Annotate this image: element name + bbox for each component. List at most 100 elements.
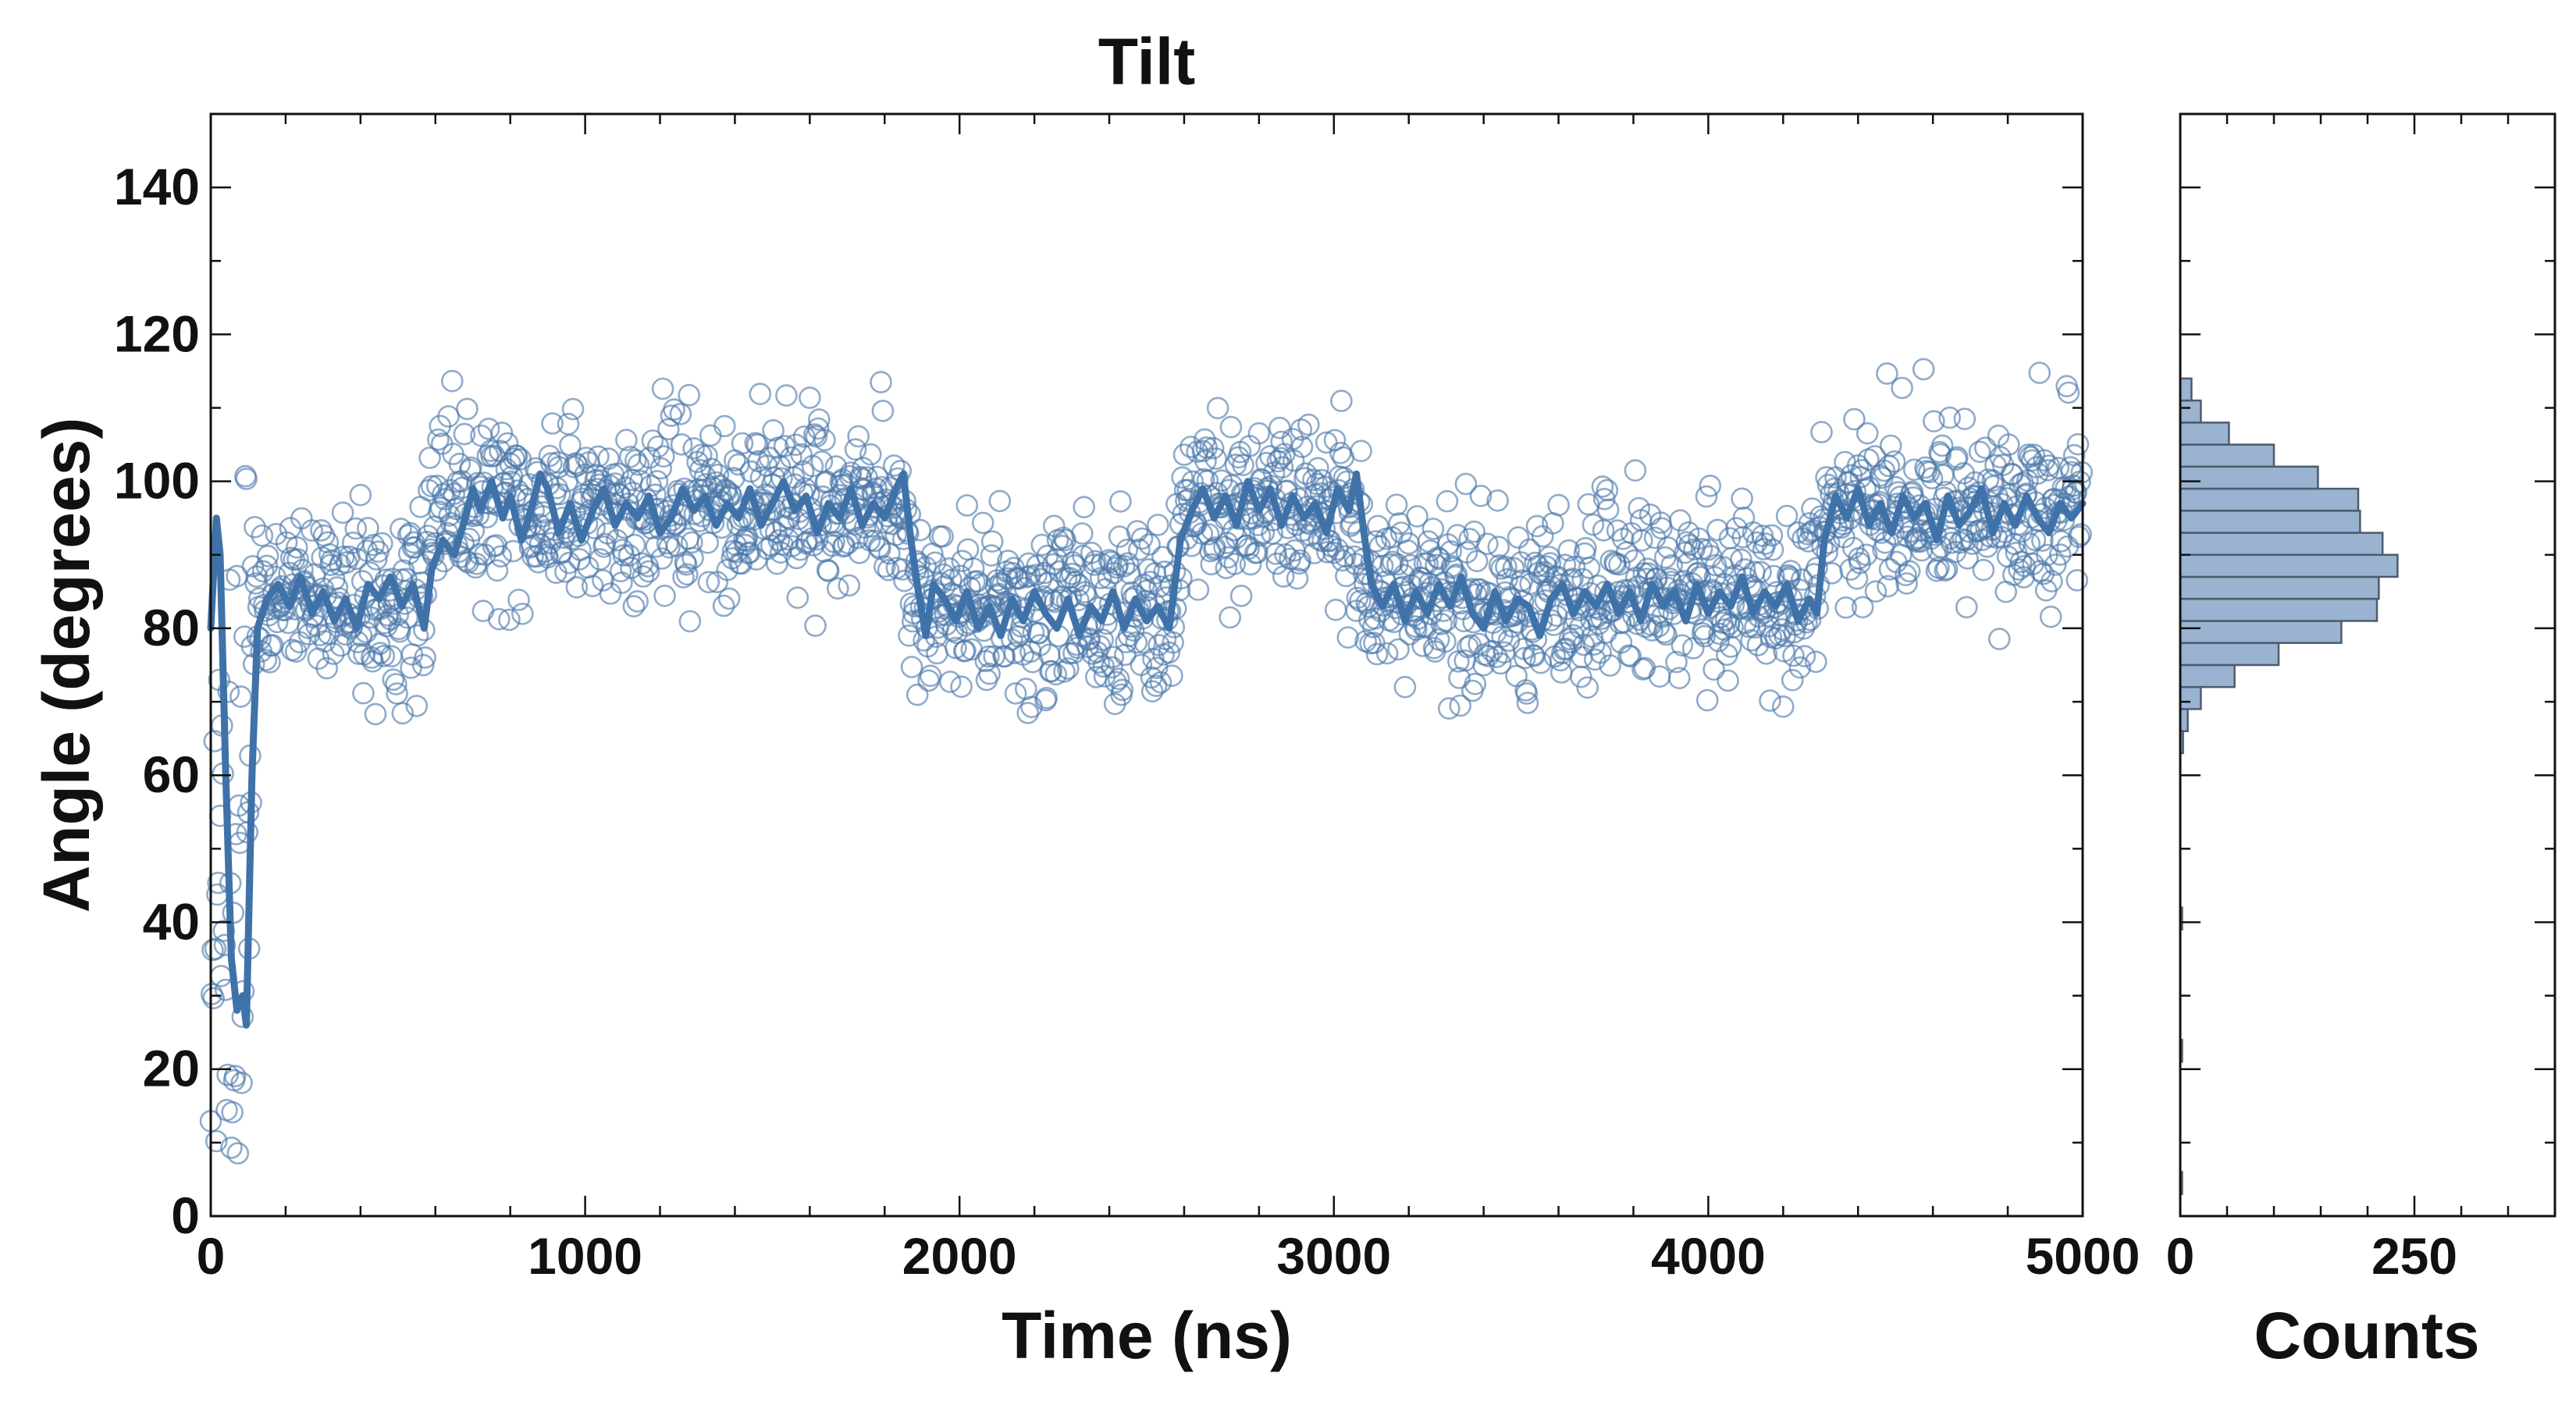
scatter-point: [1265, 542, 1287, 565]
scatter-point: [310, 519, 333, 542]
scatter-point: [1507, 526, 1530, 549]
scatter-point: [2002, 564, 2025, 586]
scatter-point: [1435, 609, 1457, 632]
scatter-point: [362, 533, 385, 557]
scatter-point: [1806, 557, 1828, 580]
scatter-point: [1788, 656, 1812, 679]
scatter-point: [1194, 428, 1216, 451]
scatter-point: [1628, 496, 1650, 520]
scatter-point: [344, 517, 368, 540]
scatter-point: [1217, 546, 1240, 569]
scatter-point: [1393, 675, 1417, 699]
scatter-point: [1162, 631, 1184, 654]
scatter-point: [1670, 634, 1694, 657]
scatter-point: [1660, 553, 1683, 577]
running-average-line: [207, 470, 2087, 1029]
histogram-bar: [2179, 685, 2202, 710]
scatter-point: [744, 432, 767, 455]
scatter-point: [799, 386, 821, 409]
scatter-point: [1775, 504, 1799, 528]
scatter-point: [418, 446, 441, 469]
scatter-point: [1841, 536, 1865, 560]
scatter-point: [1487, 535, 1510, 559]
scatter-point: [1968, 440, 1991, 464]
scatter-point: [205, 1129, 228, 1153]
scatter-point: [437, 405, 460, 428]
scatter-point: [1128, 538, 1151, 561]
scatter-point: [1486, 489, 1509, 512]
scatter-point: [919, 664, 942, 688]
scatter-point: [938, 557, 961, 580]
scatter-point: [241, 555, 265, 578]
scatter-point: [1843, 407, 1866, 431]
scatter-point: [1290, 418, 1313, 441]
scatter-point: [1101, 646, 1125, 669]
scatter-point: [649, 457, 673, 480]
scatter-point: [1109, 490, 1132, 513]
scatter-point: [316, 531, 340, 554]
histogram-bar: [2179, 642, 2280, 667]
scatter-point: [1111, 678, 1134, 702]
y-tick-label: 20: [143, 1040, 200, 1097]
main-axis-tick-labels: 0 20 40 60 80 100 120 140 0 1000 2000 3000 4000 5000: [114, 158, 2140, 1285]
scatter-point: [767, 528, 791, 552]
scatter-point: [1720, 546, 1743, 570]
scatter-point: [349, 483, 372, 507]
scatter-point: [717, 587, 741, 610]
scatter-point: [204, 937, 227, 960]
histogram-bars-layer: [2179, 377, 2399, 1195]
scatter-point: [859, 443, 882, 466]
scatter-point: [229, 685, 252, 708]
scatter-point: [589, 548, 612, 571]
scatter-point: [653, 584, 676, 607]
scatter-point: [1608, 553, 1631, 576]
scatter-point: [235, 468, 258, 490]
scatter-point: [1191, 439, 1215, 463]
scatter-point: [955, 494, 979, 517]
scatter-point: [1168, 578, 1191, 602]
scatter-point: [900, 656, 923, 678]
scatter-point: [1446, 524, 1469, 546]
scatter-point: [1044, 663, 1067, 686]
scatter-point: [1430, 613, 1453, 635]
scatter-point: [670, 433, 693, 456]
scatter-point: [438, 504, 461, 527]
scatter-point: [803, 423, 826, 446]
y-tick-label: 0: [171, 1186, 200, 1244]
scatter-point: [2033, 449, 2056, 472]
scatter-point: [1464, 672, 1487, 695]
scatter-point: [870, 371, 892, 393]
scatter-point: [1151, 546, 1174, 569]
scatter-point: [669, 403, 692, 425]
scatter-point: [411, 653, 435, 677]
y-tick-label: 120: [114, 304, 200, 362]
scatter-point: [350, 624, 373, 647]
scatter-point: [603, 472, 627, 495]
scatter-point: [622, 595, 646, 618]
histogram-axis-ticks: [2179, 112, 2556, 1218]
scatter-point: [1438, 697, 1461, 720]
scatter-point: [977, 645, 1000, 668]
scatter-point: [1101, 656, 1123, 679]
scatter-point: [354, 621, 378, 644]
scatter-point: [477, 418, 500, 440]
scatter-point: [230, 1072, 253, 1094]
scatter-point: [672, 566, 695, 589]
scatter-point: [1187, 578, 1210, 601]
scatter-point: [1516, 692, 1539, 714]
scatter-point: [388, 620, 411, 643]
scatter-point: [1270, 430, 1293, 454]
scatter-point: [1315, 431, 1338, 454]
y-tick-label: 60: [143, 745, 200, 803]
scatter-point: [2009, 550, 2033, 574]
scatter-point: [1137, 558, 1160, 581]
scatter-point: [749, 382, 772, 406]
scatter-point: [1655, 623, 1678, 646]
chart-title: Tilt: [1098, 25, 1195, 98]
scatter-point: [1599, 654, 1621, 677]
scatter-point: [813, 429, 836, 452]
scatter-point: [1105, 670, 1127, 694]
scatter-point: [2044, 553, 2067, 576]
scatter-point: [213, 934, 237, 956]
scatter-point: [775, 384, 798, 407]
